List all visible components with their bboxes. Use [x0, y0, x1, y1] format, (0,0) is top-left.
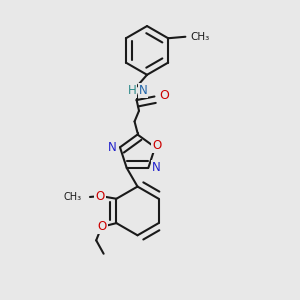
Text: CH₃: CH₃: [191, 32, 210, 42]
Text: N: N: [139, 84, 148, 97]
Text: N: N: [108, 141, 117, 154]
Text: O: O: [152, 139, 161, 152]
Text: N: N: [152, 161, 161, 174]
Text: O: O: [159, 89, 169, 102]
Text: O: O: [98, 220, 107, 232]
Text: O: O: [95, 190, 105, 203]
Text: H: H: [128, 84, 136, 97]
Text: CH₃: CH₃: [64, 192, 82, 202]
